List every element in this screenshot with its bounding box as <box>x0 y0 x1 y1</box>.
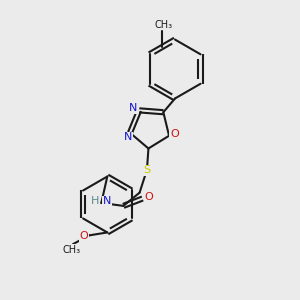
Text: CH₃: CH₃ <box>155 20 173 30</box>
Text: H: H <box>91 196 100 206</box>
Text: N: N <box>129 103 137 113</box>
Text: O: O <box>80 231 88 241</box>
Text: CH₃: CH₃ <box>62 244 80 254</box>
Text: S: S <box>143 165 151 175</box>
Text: N: N <box>124 132 133 142</box>
Text: O: O <box>170 129 179 139</box>
Text: O: O <box>145 192 153 202</box>
Text: N: N <box>103 196 111 206</box>
